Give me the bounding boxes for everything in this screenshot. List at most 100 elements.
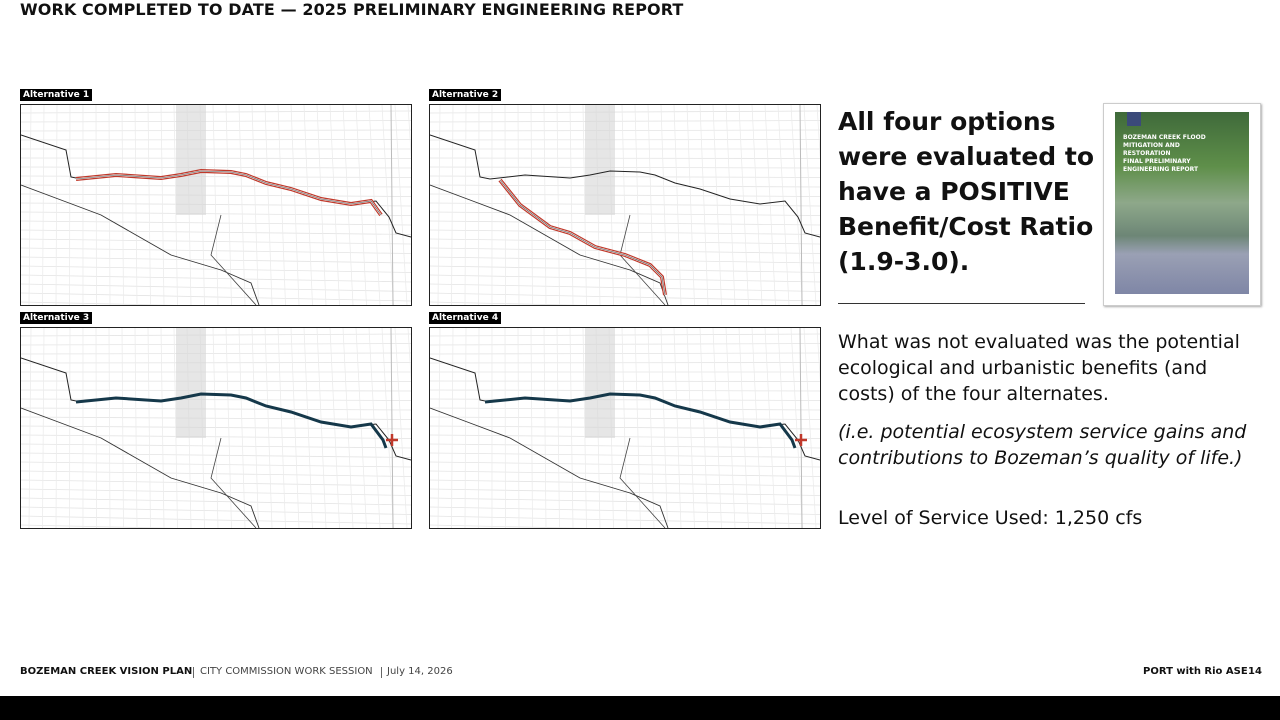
map-label: Alternative 1 — [20, 89, 93, 101]
street — [21, 157, 411, 159]
street — [790, 105, 803, 305]
footer-separator — [381, 667, 382, 678]
street — [686, 105, 695, 305]
street — [430, 166, 820, 169]
road — [619, 437, 666, 528]
header-title: WORK COMPLETED TO DATE — 2025 PRELIMINAR… — [20, 0, 684, 19]
street — [430, 506, 820, 515]
street — [21, 247, 411, 254]
street — [160, 328, 165, 528]
railroad — [430, 407, 669, 528]
street — [21, 166, 411, 169]
street — [803, 105, 817, 305]
street — [430, 120, 820, 123]
street — [621, 105, 628, 305]
street — [803, 328, 817, 528]
street — [430, 175, 820, 178]
street — [277, 328, 286, 528]
footer-date: July 14, 2026 — [387, 666, 453, 677]
street — [699, 328, 709, 528]
street — [21, 120, 411, 123]
street — [69, 328, 71, 528]
street — [225, 105, 232, 305]
street — [290, 105, 300, 305]
route — [75, 392, 388, 449]
paragraph: What was not evaluated was the potential… — [838, 331, 1240, 405]
route-centerline — [499, 179, 666, 296]
footer-page: 14 — [1248, 666, 1262, 677]
street — [673, 328, 682, 528]
street — [21, 283, 411, 292]
street — [21, 129, 411, 132]
footer-project: BOZEMAN CREEK VISION PLAN — [20, 666, 193, 677]
footer-session: CITY COMMISSION WORK SESSION — [200, 666, 373, 677]
street — [430, 110, 820, 114]
divider — [838, 303, 1085, 304]
street — [21, 333, 411, 337]
bottom-bar — [0, 696, 1280, 720]
street — [430, 238, 820, 245]
street — [21, 407, 411, 411]
cover-subtitle: FINAL PRELIMINARY ENGINEERING REPORT — [1123, 158, 1199, 173]
street — [430, 193, 820, 197]
map — [20, 104, 412, 306]
street — [21, 497, 411, 506]
crossing — [795, 434, 807, 446]
street — [21, 238, 411, 245]
street — [394, 105, 408, 305]
street — [582, 328, 587, 528]
cover-title: BOZEMAN CREEK FLOOD MITIGATION AND RESTO… — [1123, 134, 1213, 174]
street — [621, 328, 628, 528]
street — [394, 328, 408, 528]
crossing — [386, 434, 398, 446]
street — [647, 328, 655, 528]
downtown — [585, 328, 615, 438]
street — [134, 105, 138, 305]
road — [210, 437, 257, 528]
street — [407, 328, 411, 383]
street — [738, 328, 749, 528]
street — [430, 301, 587, 305]
cover-image: BOZEMAN CREEK FLOOD MITIGATION AND RESTO… — [1115, 112, 1249, 294]
street — [816, 105, 820, 160]
street — [569, 328, 574, 528]
street — [725, 328, 736, 528]
street — [430, 398, 820, 401]
street — [316, 328, 327, 528]
map — [429, 327, 821, 529]
street — [790, 328, 803, 528]
street — [543, 328, 547, 528]
street — [303, 105, 313, 305]
street — [21, 506, 411, 515]
street — [634, 105, 641, 305]
street — [173, 328, 178, 528]
street — [504, 105, 506, 305]
street — [303, 328, 313, 528]
railroad — [430, 184, 669, 305]
street — [121, 328, 124, 528]
street — [42, 328, 45, 528]
street — [42, 105, 45, 305]
street — [21, 110, 411, 114]
street — [699, 105, 709, 305]
street — [21, 184, 411, 188]
cover-title-text: BOZEMAN CREEK FLOOD MITIGATION AND RESTO… — [1123, 134, 1206, 157]
street — [430, 497, 820, 506]
street — [212, 105, 219, 305]
street — [329, 328, 340, 528]
street — [21, 343, 411, 346]
street — [451, 105, 454, 305]
street — [430, 380, 820, 382]
street — [430, 515, 820, 525]
map — [20, 327, 412, 529]
report-cover: BOZEMAN CREEK FLOOD MITIGATION AND RESTO… — [1103, 103, 1261, 306]
footer-separator — [193, 667, 194, 678]
street — [251, 105, 259, 305]
street — [21, 524, 178, 528]
map — [429, 104, 821, 306]
street — [134, 328, 138, 528]
street — [556, 328, 560, 528]
street — [430, 283, 820, 292]
street — [21, 470, 411, 477]
